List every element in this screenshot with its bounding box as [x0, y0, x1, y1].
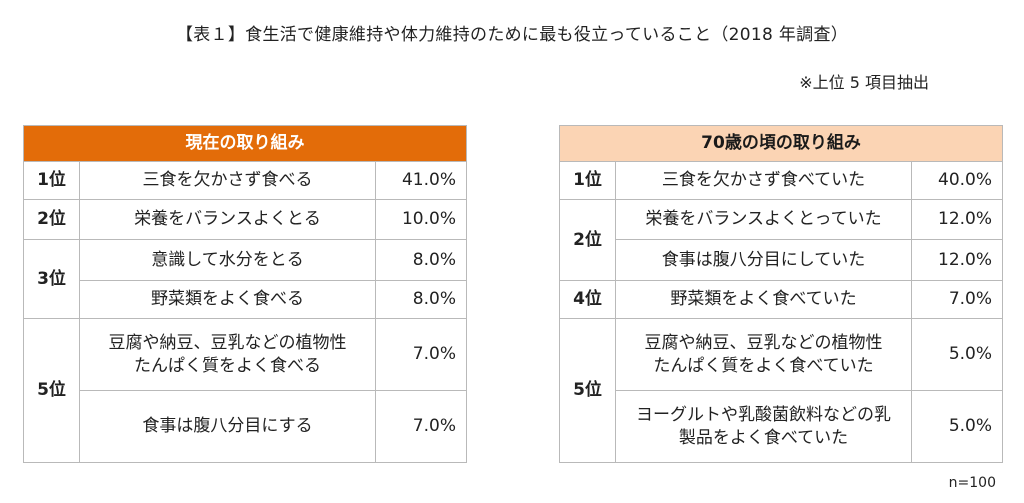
value-cell: 5.0% — [910, 318, 1004, 391]
item-cell: 三食を欠かさず食べていた — [615, 161, 912, 200]
item-cell: 意識して水分をとる — [79, 239, 376, 281]
rank-cell: 2位 — [23, 199, 80, 240]
rank-cell: 4位 — [559, 280, 616, 319]
rank-cell: 2位 — [559, 199, 616, 281]
value-cell: 7.0% — [375, 390, 467, 463]
item-cell: 食事は腹八分目にする — [79, 390, 376, 463]
table-caption: 【表１】食生活で健康維持や体力維持のために最も役立っていること（2018 年調査… — [175, 25, 849, 45]
rank-cell: 5位 — [559, 318, 616, 463]
table-row: 食事は腹八分目にしていた 12.0% — [560, 239, 1004, 281]
item-cell: 豆腐や納豆、豆乳などの植物性 たんぱく質をよく食べていた — [615, 318, 912, 391]
table-row: 5位 豆腐や納豆、豆乳などの植物性 たんぱく質をよく食べていた 5.0% — [559, 318, 1004, 463]
table-row: 2位 栄養をバランスよくとっていた 12.0% — [559, 199, 1004, 281]
value-cell: 41.0% — [375, 161, 467, 200]
current-efforts-table: 現在の取り組み 1位 三食を欠かさず食べる 41.0% 2位 栄養をバランスよく… — [23, 125, 467, 463]
table-row: 5位 豆腐や納豆、豆乳などの植物性 たんぱく質をよく食べる 7.0% — [23, 318, 467, 463]
value-cell: 7.0% — [375, 318, 467, 391]
value-cell: 5.0% — [910, 390, 1004, 463]
value-cell: 8.0% — [375, 239, 467, 281]
table-row: 1位 三食を欠かさず食べていた 40.0% — [559, 161, 1004, 200]
value-cell: 10.0% — [375, 199, 467, 240]
value-cell: 40.0% — [910, 161, 1004, 200]
table-header: 現在の取り組み — [23, 125, 467, 162]
rank-cell: 1位 — [559, 161, 616, 200]
table-row: ヨーグルトや乳酸菌飲料などの乳 製品をよく食べていた 5.0% — [560, 390, 1004, 463]
rank-cell: 1位 — [23, 161, 80, 200]
value-cell: 8.0% — [375, 280, 467, 319]
table-row: 食事は腹八分目にする 7.0% — [24, 390, 467, 463]
item-cell: 栄養をバランスよくとっていた — [615, 199, 912, 240]
item-cell: 食事は腹八分目にしていた — [615, 239, 912, 281]
item-cell: 栄養をバランスよくとる — [79, 199, 376, 240]
item-cell: 野菜類をよく食べる — [79, 280, 376, 319]
value-cell: 7.0% — [910, 280, 1004, 319]
table-row: 1位 三食を欠かさず食べる 41.0% — [23, 161, 467, 200]
item-cell: ヨーグルトや乳酸菌飲料などの乳 製品をよく食べていた — [615, 390, 912, 463]
item-cell: 豆腐や納豆、豆乳などの植物性 たんぱく質をよく食べる — [79, 318, 376, 391]
item-cell: 野菜類をよく食べていた — [615, 280, 912, 319]
sample-size-label: n=100 — [948, 475, 996, 491]
table-row: 3位 意識して水分をとる 8.0% — [23, 239, 467, 319]
extraction-note: ※上位 5 項目抽出 — [799, 73, 929, 92]
table-row: 野菜類をよく食べる 8.0% — [24, 280, 467, 319]
item-cell: 三食を欠かさず食べる — [79, 161, 376, 200]
rank-cell: 3位 — [23, 239, 80, 319]
age70-efforts-table: 70歳の頃の取り組み 1位 三食を欠かさず食べていた 40.0% 2位 栄養をバ… — [558, 125, 1004, 463]
rank-cell: 5位 — [23, 318, 80, 463]
value-cell: 12.0% — [910, 199, 1004, 240]
value-cell: 12.0% — [910, 239, 1004, 281]
table-row: 2位 栄養をバランスよくとる 10.0% — [23, 199, 467, 240]
table-header: 70歳の頃の取り組み — [558, 125, 1004, 162]
table-row: 4位 野菜類をよく食べていた 7.0% — [559, 280, 1004, 319]
